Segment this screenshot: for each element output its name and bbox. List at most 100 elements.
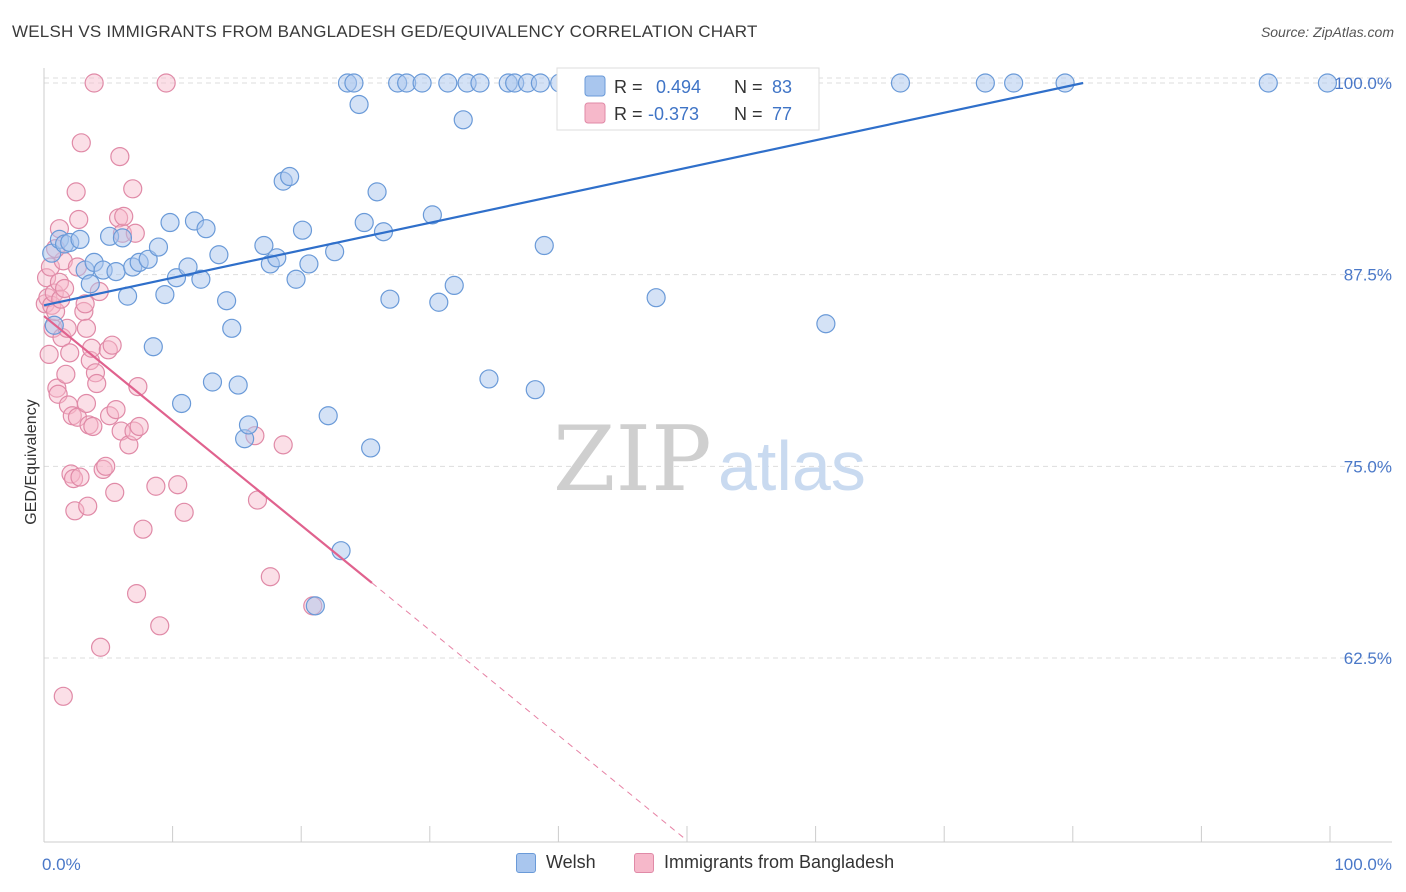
watermark-zip: ZIP bbox=[553, 407, 712, 512]
x-tick-label-start: 0.0% bbox=[42, 855, 81, 874]
welsh-point-20 bbox=[160, 212, 180, 233]
welsh-point-7 bbox=[80, 274, 100, 294]
bangladesh-point-38 bbox=[87, 373, 107, 394]
bangladesh-point-63 bbox=[168, 475, 188, 495]
bangladesh-point-11 bbox=[49, 272, 70, 292]
watermark: ZIP atlas bbox=[553, 407, 866, 512]
bangladesh-point-18 bbox=[60, 343, 80, 363]
legend-r-label-welsh: R = bbox=[614, 77, 643, 97]
welsh-point-48 bbox=[349, 94, 369, 115]
bangladesh-point-30 bbox=[76, 393, 97, 414]
welsh-point-56 bbox=[412, 73, 432, 93]
welsh-point-16 bbox=[138, 249, 158, 269]
y-tick-label-2: 87.5% bbox=[1344, 266, 1392, 285]
y-tick-label-0: 62.5% bbox=[1344, 649, 1392, 668]
welsh-point-77 bbox=[816, 314, 836, 334]
welsh-point-60 bbox=[444, 275, 464, 295]
bangladesh-point-21 bbox=[63, 469, 84, 489]
legend-r-value-bangladesh: -0.373 bbox=[648, 104, 699, 124]
bottom-legend-bangladesh: Immigrants from Bangladesh bbox=[634, 852, 894, 873]
bangladesh-point-58 bbox=[129, 416, 149, 437]
welsh-points bbox=[42, 73, 1338, 616]
welsh-point-29 bbox=[217, 291, 237, 311]
bangladesh-point-31 bbox=[78, 496, 98, 516]
welsh-point-18 bbox=[148, 237, 169, 257]
bangladesh-point-45 bbox=[105, 482, 125, 502]
legend-swatch-welsh bbox=[584, 75, 606, 97]
bangladesh-trend-line bbox=[43, 315, 373, 584]
bottom-legend: Welsh Immigrants from Bangladesh bbox=[0, 852, 1406, 878]
welsh-point-39 bbox=[286, 269, 306, 289]
bangladesh-point-48 bbox=[110, 147, 130, 167]
welsh-point-73 bbox=[646, 288, 666, 308]
bangladesh-point-24 bbox=[67, 407, 88, 427]
welsh-point-31 bbox=[228, 375, 248, 395]
welsh-point-64 bbox=[479, 369, 499, 389]
bangladesh-point-61 bbox=[150, 616, 170, 636]
legend-box: R = 0.494 N = 83 R = -0.373 N = 77 bbox=[556, 67, 820, 131]
y-axis-label: GED/Equivalency bbox=[23, 399, 40, 524]
y-tick-label-3: 100.0% bbox=[1334, 74, 1392, 93]
bangladesh-point-59 bbox=[133, 519, 153, 539]
welsh-point-58 bbox=[429, 292, 449, 312]
bangladesh-point-67 bbox=[260, 567, 280, 587]
welsh-point-57 bbox=[422, 205, 442, 225]
bottom-legend-welsh: Welsh bbox=[516, 852, 596, 873]
bangladesh-point-29 bbox=[75, 294, 95, 314]
welsh-point-63 bbox=[470, 73, 490, 93]
legend-n-label-bangladesh: N = bbox=[734, 104, 763, 124]
welsh-point-19 bbox=[155, 285, 175, 305]
grid-layer bbox=[44, 77, 1392, 659]
bottom-legend-swatch-welsh bbox=[516, 852, 536, 873]
welsh-point-53 bbox=[380, 289, 400, 309]
welsh-trend-line bbox=[43, 81, 1084, 307]
bangladesh-point-15 bbox=[54, 278, 75, 299]
chart-source: Source: ZipAtlas.com bbox=[1260, 24, 1394, 40]
bangladesh-point-62 bbox=[156, 73, 176, 93]
bangladesh-point-9 bbox=[47, 378, 67, 398]
welsh-point-49 bbox=[354, 212, 374, 233]
bangladesh-point-64 bbox=[174, 502, 194, 522]
axes-layer bbox=[43, 68, 1392, 843]
welsh-point-51 bbox=[367, 182, 387, 202]
bangladesh-point-41 bbox=[93, 459, 113, 479]
bangladesh-point-51 bbox=[114, 206, 134, 226]
welsh-point-11 bbox=[106, 262, 126, 282]
welsh-point-34 bbox=[254, 235, 274, 256]
chart-title: WELSH VS IMMIGRANTS FROM BANGLADESH GED/… bbox=[12, 22, 758, 41]
bangladesh-point-76 bbox=[96, 456, 116, 476]
bangladesh-point-74 bbox=[76, 318, 97, 338]
bottom-legend-label-welsh: Welsh bbox=[546, 852, 596, 872]
welsh-point-82 bbox=[1258, 73, 1278, 93]
welsh-point-69 bbox=[525, 380, 545, 400]
legend-n-value-bangladesh: 77 bbox=[772, 104, 792, 124]
bangladesh-point-44 bbox=[102, 335, 122, 355]
bottom-legend-swatch-bangladesh bbox=[634, 852, 654, 873]
welsh-point-5 bbox=[70, 229, 90, 249]
bangladesh-point-68 bbox=[273, 435, 293, 455]
bangladesh-point-22 bbox=[65, 501, 85, 521]
bangladesh-point-53 bbox=[123, 179, 143, 199]
bangladesh-point-57 bbox=[128, 377, 148, 397]
welsh-point-61 bbox=[453, 110, 473, 130]
welsh-point-70 bbox=[534, 235, 554, 256]
welsh-point-59 bbox=[438, 73, 458, 93]
bangladesh-point-23 bbox=[66, 182, 86, 202]
bangladesh-point-35 bbox=[83, 416, 103, 437]
welsh-point-23 bbox=[178, 257, 198, 277]
welsh-point-80 bbox=[1004, 73, 1024, 93]
welsh-point-17 bbox=[143, 337, 163, 357]
bangladesh-point-27 bbox=[71, 133, 91, 153]
welsh-point-78 bbox=[890, 73, 911, 93]
bangladesh-point-3 bbox=[39, 344, 59, 364]
welsh-point-26 bbox=[196, 219, 216, 239]
legend-r-label-bangladesh: R = bbox=[614, 104, 643, 124]
bangladesh-point-36 bbox=[84, 73, 104, 93]
x-tick-label-end: 100.0% bbox=[1334, 855, 1392, 874]
bangladesh-point-46 bbox=[106, 400, 126, 420]
ticks-layer: 62.5% 75.0% 87.5% 100.0% 0.0% 100.0% bbox=[42, 74, 1392, 874]
bangladesh-point-56 bbox=[126, 583, 147, 604]
bangladesh-points bbox=[35, 73, 323, 706]
welsh-point-83 bbox=[1317, 73, 1338, 93]
